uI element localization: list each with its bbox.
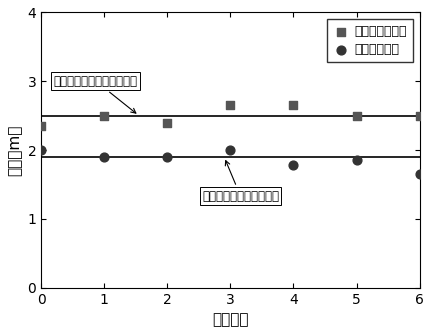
软粘土实测値 — [163, 154, 170, 160]
粉质粘土实测値 — [227, 103, 233, 108]
Y-axis label: 直径（m）: 直径（m） — [7, 124, 22, 176]
软粘土实测値 — [101, 154, 108, 160]
X-axis label: 不同测点: 不同测点 — [212, 312, 248, 327]
软粘土实测値 — [289, 163, 296, 168]
软粘土实测値 — [415, 171, 422, 177]
Text: 本方法确定値（软粘土）: 本方法确定値（软粘土） — [202, 161, 278, 203]
软粘土实测値 — [38, 147, 45, 153]
软粘土实测値 — [227, 147, 233, 153]
软粘土实测値 — [352, 158, 359, 163]
Legend: 粉质粘土实测値, 软粘土实测値: 粉质粘土实测値, 软粘土实测値 — [326, 19, 412, 62]
粉质粘土实测値 — [352, 113, 359, 118]
粉质粘土实测値 — [289, 103, 296, 108]
粉质粘土实测値 — [101, 113, 108, 118]
粉质粘土实测値 — [163, 120, 170, 125]
粉质粘土实测値 — [415, 113, 422, 118]
粉质粘土实测値 — [38, 123, 45, 129]
Text: 本方法确定値（粘质粉土）: 本方法确定値（粘质粉土） — [54, 75, 138, 113]
